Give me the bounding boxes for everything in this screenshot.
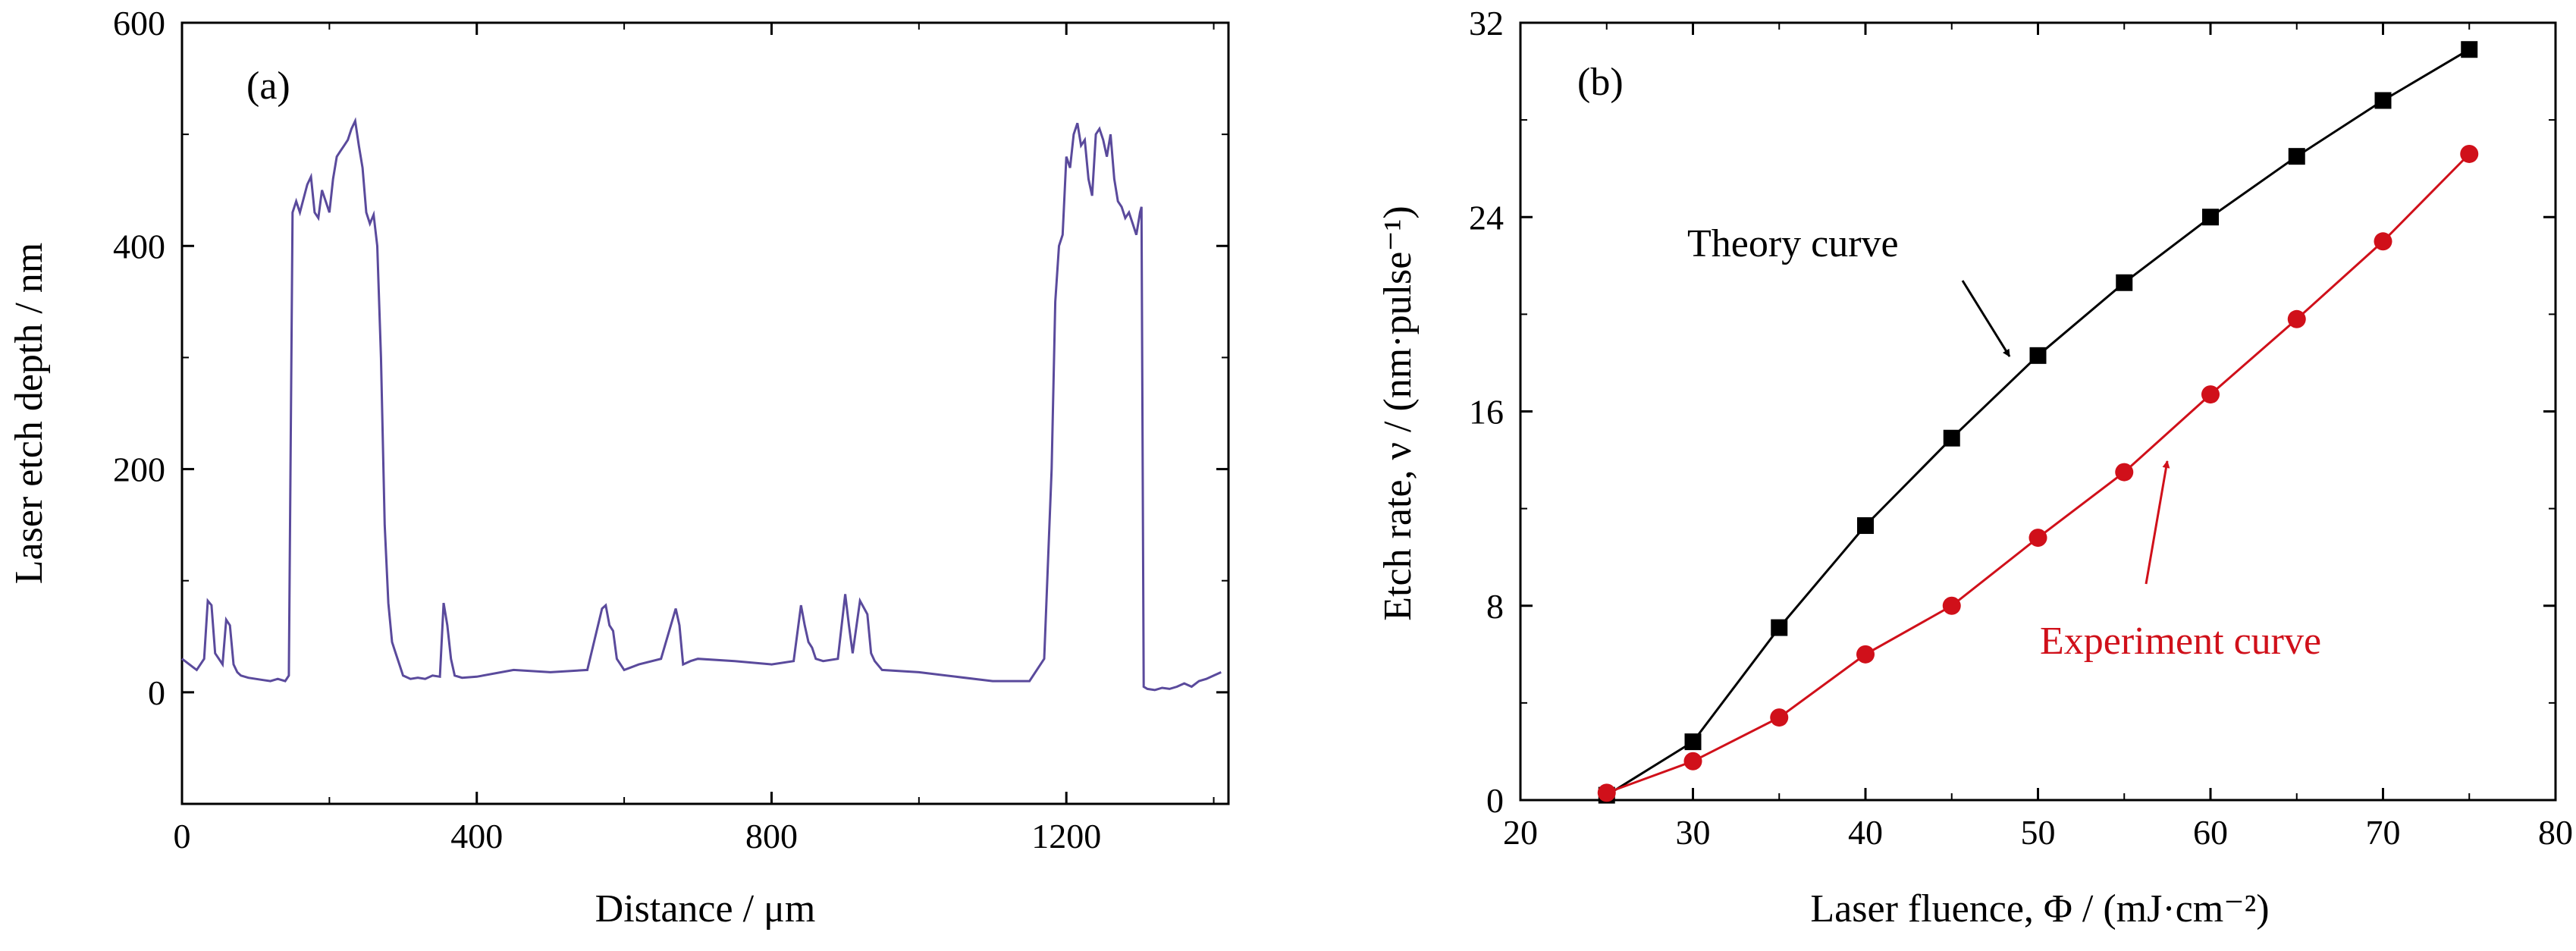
experiment-curve-point <box>2028 529 2047 548</box>
panel-a-x-tick-label: 0 <box>174 817 191 855</box>
theory-curve-arrow <box>1961 280 2011 357</box>
theory-curve-point <box>2461 41 2478 58</box>
panel-b-x-axis-title: Laser fluence, Φ / (mJ·cm⁻²) <box>1810 887 2269 931</box>
panel-a-y-axis-title: Laser etch depth / nm <box>8 243 51 585</box>
panel-b-x-tick-label: 50 <box>2021 813 2056 852</box>
experiment-curve-point <box>1942 596 1961 615</box>
panel-a-x-axis-title: Distance / μm <box>595 887 816 931</box>
panel-b-y-axis-title: Etch rate, ν / (nm·pulse⁻¹) <box>1376 206 1420 620</box>
theory-curve-point <box>2288 148 2305 165</box>
experiment-curve-arrow <box>2145 460 2170 585</box>
panel-b-x-tick-label: 30 <box>1676 813 1711 852</box>
theory-curve-point <box>2202 209 2219 226</box>
panel-b-series <box>1597 41 2479 804</box>
panel-b-x-tick-label: 70 <box>2366 813 2401 852</box>
panel-b-x-tick-label: 20 <box>1503 813 1538 852</box>
experiment-curve-point <box>1683 752 1702 771</box>
experiment-curve-point <box>2374 232 2392 251</box>
panel-a-frame <box>180 21 1230 805</box>
theory-curve-point <box>2374 92 2392 109</box>
experiment-curve-point <box>1597 783 1616 802</box>
experiment-curve-label: Experiment curve <box>2040 620 2321 663</box>
experiment-curve-point <box>2115 463 2134 482</box>
experiment-curve-point <box>2201 385 2220 404</box>
experiment-curve-point <box>2287 309 2306 328</box>
panel-a-y-tick-label: 600 <box>113 4 165 42</box>
theory-curve-point <box>1943 429 1960 447</box>
panel-b-ticks <box>1519 21 2557 802</box>
theory-curve-point <box>1771 619 1788 636</box>
theory-curve-point <box>1684 733 1702 751</box>
panel-a-x-tick-label: 400 <box>450 817 503 855</box>
experiment-curve-point <box>1856 645 1875 664</box>
panel-b-y-tick-label: 16 <box>1469 393 1504 432</box>
panel-b-label: (b) <box>1577 61 1624 104</box>
panel-b-x-tick-label: 60 <box>2193 813 2228 852</box>
panel-b-x-tick-label: 40 <box>1848 813 1883 852</box>
panel-b-tick-labels: 20 30 40 50 60 70 80 0 8 16 24 32 <box>1469 4 2573 852</box>
panel-b-y-tick-label: 32 <box>1469 4 1504 42</box>
experiment-curve-point <box>1770 708 1789 727</box>
panel-a-y-tick-label: 400 <box>113 227 165 265</box>
theory-curve-point <box>2116 274 2133 291</box>
panel-b-frame <box>1519 21 2557 802</box>
panel-a-y-tick-label: 200 <box>113 450 165 489</box>
panel-b-x-tick-label: 80 <box>2538 813 2573 852</box>
panel-b-y-tick-label: 0 <box>1486 781 1504 820</box>
theory-curve-line <box>1606 48 2471 796</box>
theory-curve-point <box>2029 347 2047 364</box>
panel-b-y-tick-label: 8 <box>1486 587 1504 626</box>
theory-curve-point <box>1857 517 1874 535</box>
panel-a-label: (a) <box>246 64 290 108</box>
experiment-curve-point <box>2460 144 2479 163</box>
theory-curve-label: Theory curve <box>1687 222 1899 265</box>
panel-a-ticks <box>180 21 1228 805</box>
panel-a-x-tick-label: 800 <box>745 817 798 855</box>
panel-b-y-tick-label: 24 <box>1469 198 1504 237</box>
panel-a-tick-labels: 0 400 800 1200 0 200 400 600 <box>113 4 1101 855</box>
panel-a-y-tick-label: 0 <box>148 673 165 712</box>
panel-a-x-tick-label: 1200 <box>1031 817 1101 855</box>
depth-profile-line <box>181 117 1222 692</box>
